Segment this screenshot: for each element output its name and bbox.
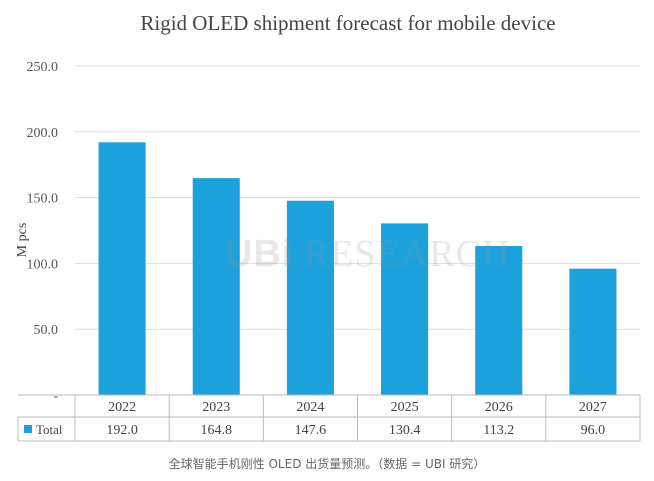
- figure-caption: 全球智能手机刚性 OLED 出货量预测。（数据 = UBI 研究）: [168, 457, 486, 471]
- data-label: 113.2: [483, 423, 514, 438]
- bar-2024: [286, 200, 334, 395]
- y-tick-labels: - 50.0 100.0 150.0 200.0 250.0: [27, 60, 59, 404]
- legend-label: Total: [36, 422, 63, 437]
- bar-2023: [192, 178, 240, 395]
- x-tick-label: 2022: [108, 400, 136, 415]
- data-label: 192.0: [106, 423, 138, 438]
- y-tick-label: 200.0: [27, 126, 59, 141]
- x-tick-label: 2023: [202, 400, 230, 415]
- legend-swatch: [24, 425, 32, 433]
- chart-title: Rigid OLED shipment forecast for mobile …: [140, 11, 555, 35]
- data-label: 130.4: [389, 423, 421, 438]
- x-tick-label: 2027: [579, 400, 607, 415]
- bars: [98, 142, 617, 395]
- y-tick-label: -: [53, 389, 58, 404]
- y-tick-label: 100.0: [27, 257, 59, 272]
- bar-2025: [381, 223, 429, 395]
- data-label: 164.8: [201, 423, 233, 438]
- bar-2022: [98, 142, 146, 395]
- x-tick-label: 2026: [485, 400, 513, 415]
- x-tick-label: 2024: [296, 400, 324, 415]
- y-axis-label: M pcs: [15, 223, 30, 258]
- gridlines: [75, 65, 640, 330]
- y-tick-label: 150.0: [27, 192, 59, 207]
- bar-2027: [569, 268, 617, 395]
- bar-2026: [475, 246, 523, 395]
- data-label: 96.0: [581, 423, 606, 438]
- x-tick-label: 2025: [391, 400, 419, 415]
- y-tick-label: 50.0: [34, 323, 59, 338]
- y-tick-label: 250.0: [27, 60, 59, 75]
- chart: Rigid OLED shipment forecast for mobile …: [15, 11, 641, 442]
- data-table: 2022 192.0 2023 164.8 2024 147.6 2025 130.4 2026…: [17, 394, 641, 442]
- data-label: 147.6: [295, 423, 327, 438]
